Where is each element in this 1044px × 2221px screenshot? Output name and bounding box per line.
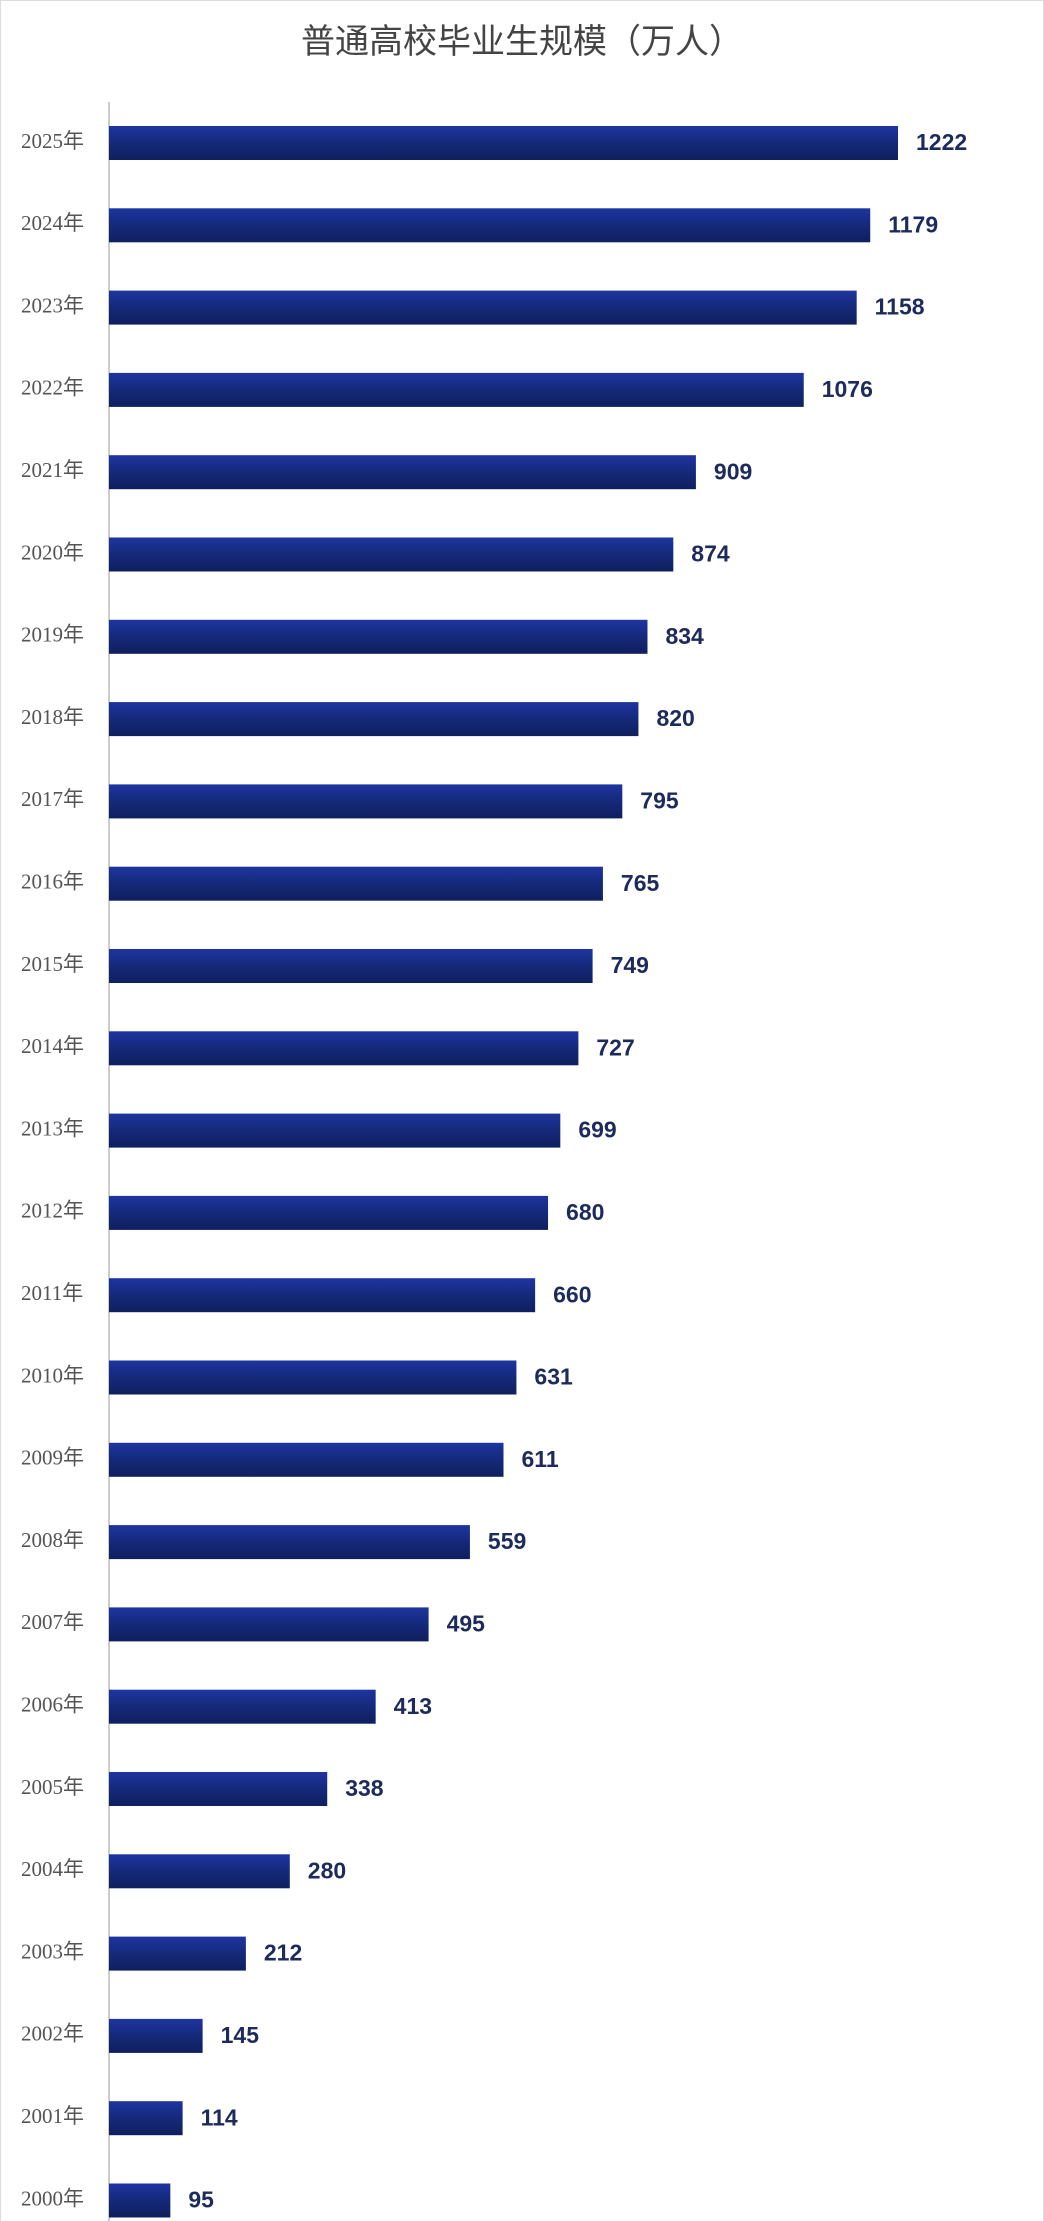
bar (109, 702, 639, 737)
data-label: 1076 (822, 376, 873, 402)
y-tick-label: 2002年 (21, 2022, 84, 2046)
y-tick-label: 2016年 (21, 870, 84, 894)
data-label: 795 (640, 787, 679, 813)
data-label: 611 (522, 1446, 559, 1472)
y-tick-label: 2000年 (21, 2186, 84, 2210)
data-label: 765 (621, 870, 660, 896)
data-label: 280 (308, 1857, 346, 1883)
bar (109, 1854, 290, 1889)
data-label: 212 (264, 1940, 302, 1966)
data-label: 631 (534, 1364, 573, 1390)
bar (109, 1278, 536, 1313)
bar (109, 1360, 517, 1395)
data-label: 699 (578, 1117, 616, 1143)
data-label: 1158 (875, 294, 925, 320)
y-tick-label: 2019年 (21, 623, 84, 647)
bar (109, 2018, 203, 2053)
y-tick-label: 2011年 (21, 1281, 83, 1305)
y-tick-label: 2001年 (21, 2104, 84, 2128)
data-label: 909 (714, 458, 752, 484)
bar (109, 208, 871, 243)
data-label: 95 (188, 2187, 214, 2213)
bar (109, 1195, 549, 1230)
bar (109, 1607, 429, 1642)
y-tick-label: 2014年 (21, 1034, 84, 1058)
y-tick-label: 2022年 (21, 376, 84, 400)
y-tick-label: 2006年 (21, 1693, 84, 1717)
bar (109, 537, 674, 572)
bar (109, 866, 603, 901)
data-label: 874 (691, 541, 730, 567)
bar (109, 1689, 376, 1724)
bar (109, 949, 593, 983)
y-tick-label: 2013年 (21, 1116, 84, 1140)
data-label: 834 (665, 623, 704, 649)
y-tick-label: 2010年 (21, 1363, 84, 1387)
y-tick-label: 2020年 (21, 540, 84, 564)
y-tick-label: 2004年 (21, 1857, 84, 1881)
bar (109, 126, 898, 160)
y-tick-label: 2007年 (21, 1610, 84, 1634)
y-tick-label: 2003年 (21, 1939, 84, 1963)
data-label: 1179 (888, 211, 938, 237)
y-tick-label: 2018年 (21, 705, 84, 729)
data-label: 749 (611, 952, 649, 978)
y-tick-label: 2012年 (21, 1199, 84, 1223)
bar (109, 290, 857, 325)
bar (109, 455, 696, 490)
y-tick-label: 2005年 (21, 1775, 84, 1799)
y-tick-label: 2008年 (21, 1528, 84, 1552)
bar (109, 1113, 561, 1148)
data-label: 680 (566, 1199, 604, 1225)
data-label: 145 (221, 2022, 260, 2048)
chart-title: 普通高校毕业生规模（万人） (301, 22, 743, 62)
bar (109, 1525, 470, 1560)
bar (109, 372, 804, 407)
bar (109, 1772, 328, 1806)
data-label: 727 (596, 1034, 634, 1060)
y-tick-label: 2025年 (21, 129, 84, 153)
bar (109, 1936, 246, 1971)
bar (109, 784, 623, 819)
data-label: 114 (201, 2104, 238, 2130)
data-label: 338 (345, 1775, 384, 1801)
bar (109, 619, 648, 654)
y-tick-label: 2021年 (21, 458, 84, 482)
data-label: 660 (553, 1281, 591, 1307)
data-label: 1222 (916, 129, 967, 155)
y-tick-label: 2017年 (21, 787, 84, 811)
bar (109, 1442, 504, 1477)
bar (109, 1031, 579, 1066)
data-label: 413 (394, 1693, 432, 1719)
bar (109, 2101, 183, 2136)
bar (109, 2183, 171, 2218)
y-tick-label: 2015年 (21, 952, 84, 976)
data-label: 559 (488, 1528, 526, 1554)
data-label: 820 (656, 705, 694, 731)
y-tick-label: 2023年 (21, 293, 84, 317)
y-tick-label: 2024年 (21, 211, 84, 235)
y-tick-label: 2009年 (21, 1446, 84, 1470)
data-label: 495 (447, 1610, 486, 1636)
